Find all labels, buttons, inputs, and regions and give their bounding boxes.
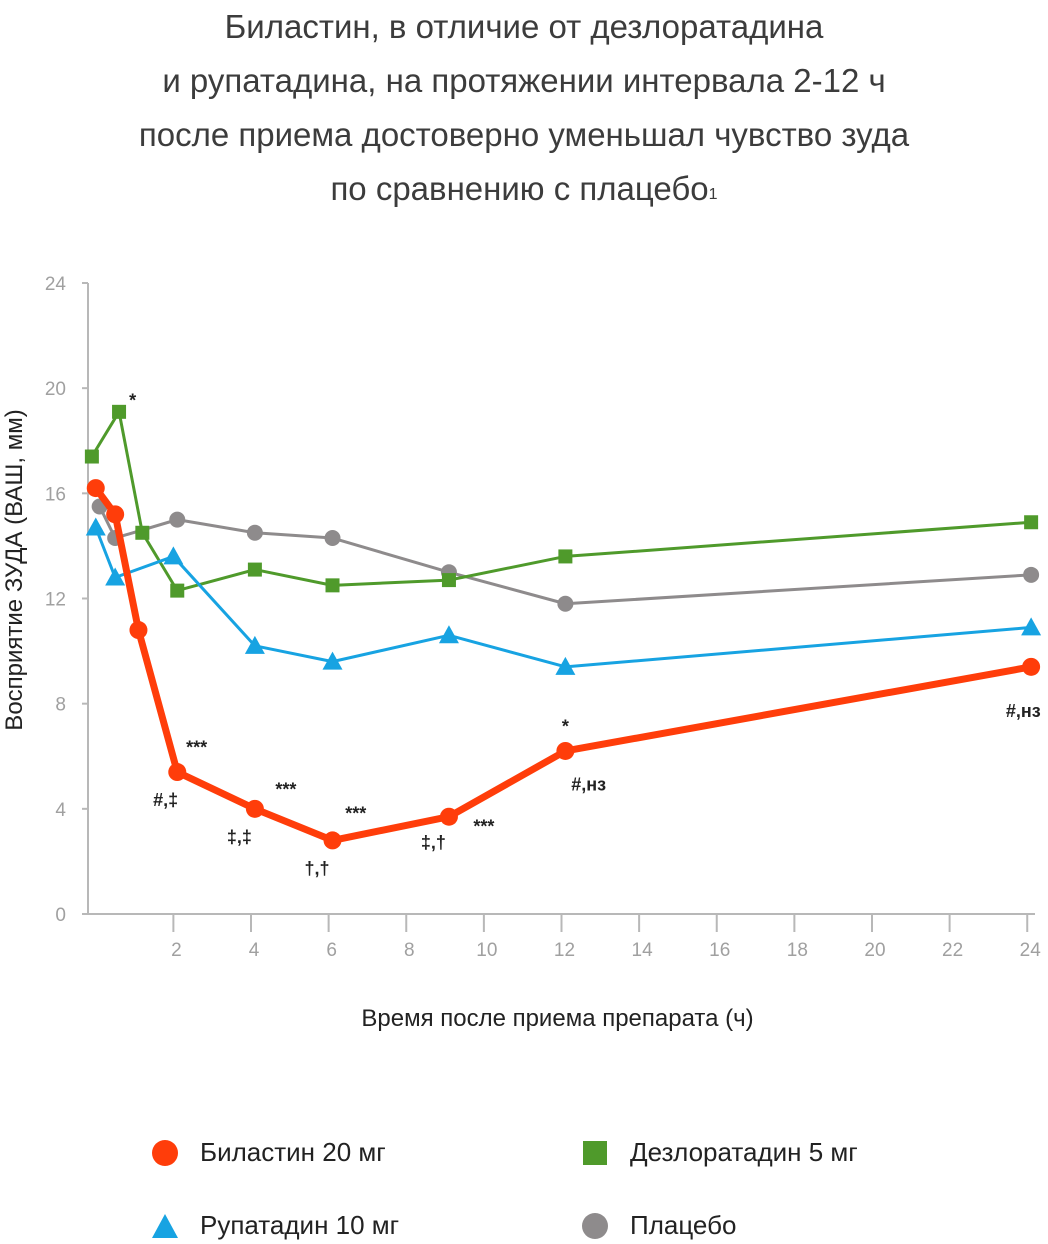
x-tick-label: 16	[709, 940, 730, 961]
data-point	[325, 578, 340, 593]
data-point	[135, 525, 150, 540]
series-line	[90, 410, 1032, 593]
x-tick-label: 2	[171, 940, 182, 961]
chart-title: Биластин, в отличие от дезлоратадина и р…	[0, 0, 1048, 216]
data-point	[322, 651, 343, 670]
data-point	[85, 517, 106, 536]
annotation-label: *	[562, 717, 569, 737]
x-tick-label: 24	[1020, 940, 1042, 961]
annotation-label: ‡,†	[421, 832, 446, 852]
data-point	[105, 567, 126, 586]
title-line-2: и рупатадина, на протяжении интервала 2-…	[162, 62, 886, 99]
y-tick-label: 16	[45, 484, 66, 505]
data-point	[555, 656, 576, 675]
legend-item-placebo: Плацебо	[580, 1210, 736, 1241]
legend-label-bilastine: Биластин 20 мг	[200, 1137, 386, 1167]
data-point	[247, 562, 262, 577]
legend-item-rupatadine: Рупатадин 10 мг	[150, 1210, 399, 1241]
annotation-label: #,нз	[571, 774, 606, 794]
data-point	[558, 549, 573, 564]
data-point	[557, 595, 574, 612]
annotation-label: ***	[186, 738, 207, 758]
chart-annotations: ****#,‡***‡,‡***†,†‡,†****#,нз#,нз	[129, 391, 1041, 879]
annotation-label: #,‡	[153, 790, 178, 810]
x-tick-label: 18	[787, 940, 808, 961]
x-tick-label: 14	[632, 940, 654, 961]
data-point	[438, 625, 459, 644]
annotation-label: †,†	[304, 859, 329, 879]
legend-marker-desloratadine	[583, 1140, 607, 1165]
data-point	[244, 635, 265, 654]
data-point	[1024, 515, 1039, 530]
y-tick-label: 20	[45, 379, 66, 400]
data-point	[439, 807, 458, 826]
legend-marker-bilastine	[152, 1139, 178, 1166]
data-point	[245, 799, 264, 818]
data-point	[86, 479, 105, 498]
title-line-4-text: по сравнению с плацебо	[330, 170, 709, 207]
data-point	[556, 741, 575, 760]
y-tick-label: 12	[45, 590, 66, 611]
x-tick-label: 10	[476, 940, 497, 961]
data-point	[324, 530, 341, 547]
title-line-1: Биластин, в отличие от дезлоратадина	[224, 8, 824, 45]
y-tick-label: 4	[55, 800, 66, 821]
annotation-label: ***	[345, 803, 366, 823]
data-point	[84, 449, 99, 464]
data-point	[169, 511, 186, 528]
x-tick-label: 6	[326, 940, 337, 961]
data-point	[246, 524, 263, 541]
chart-series	[84, 404, 1042, 850]
title-line-3: после приема достоверно уменьшал чувство…	[138, 116, 910, 153]
data-point	[441, 573, 456, 588]
y-tick-label: 24	[45, 274, 67, 295]
data-point	[163, 546, 184, 565]
y-axis-label: Восприятие ЗУДА (ВАШ, мм)	[1, 409, 28, 730]
x-tick-label: 8	[404, 940, 415, 961]
x-tick-label: 4	[249, 940, 260, 961]
x-tick-label: 20	[864, 940, 885, 961]
annotation-label: #,нз	[1006, 701, 1041, 721]
data-point	[112, 404, 127, 419]
legend-marker-placebo	[582, 1212, 608, 1239]
data-point	[106, 505, 125, 524]
title-line-4: по сравнению с плацебо1	[0, 162, 1048, 216]
title-footnote: 1	[708, 186, 718, 203]
legend-item-bilastine: Биластин 20 мг	[150, 1137, 386, 1168]
legend-item-desloratadine: Дезлоратадин 5 мг	[580, 1137, 858, 1168]
x-axis-label: Время после приема препарата (ч)	[361, 1005, 754, 1032]
data-point	[1022, 657, 1041, 676]
annotation-label: *	[129, 391, 136, 411]
data-point	[170, 583, 185, 598]
x-tick-label: 22	[942, 940, 963, 961]
data-point	[1021, 617, 1042, 636]
annotation-label: ‡,‡	[227, 827, 252, 847]
legend-marker-rupatadine	[152, 1213, 178, 1238]
y-tick-label: 0	[55, 905, 66, 926]
data-point	[1023, 566, 1040, 583]
annotation-label: ***	[473, 816, 494, 836]
legend-label-desloratadine: Дезлоратадин 5 мг	[630, 1137, 858, 1167]
y-tick-label: 8	[55, 695, 66, 716]
legend-label-placebo: Плацебо	[630, 1210, 737, 1240]
annotation-label: ***	[275, 780, 296, 800]
data-point	[129, 621, 148, 640]
data-point	[168, 763, 187, 782]
x-tick-label: 12	[554, 940, 575, 961]
legend-label-rupatadine: Рупатадин 10 мг	[200, 1210, 400, 1240]
series-line	[98, 505, 1032, 606]
data-point	[323, 831, 342, 850]
